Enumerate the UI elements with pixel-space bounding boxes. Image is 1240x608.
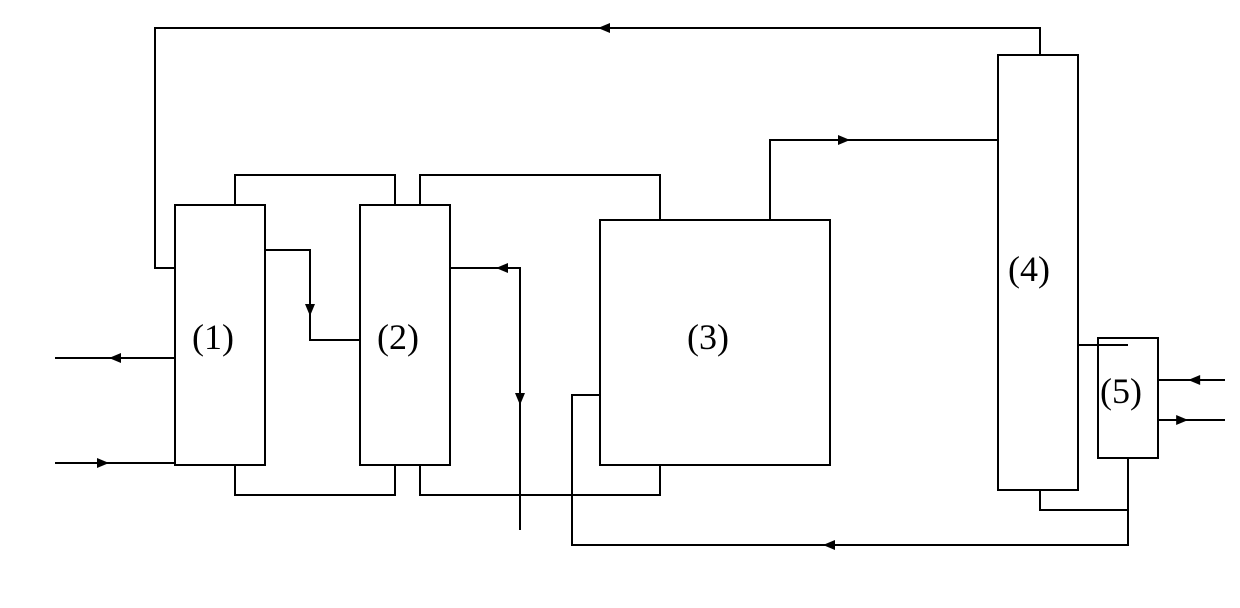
box-2-label: (2) — [377, 316, 419, 358]
box-3-label: (3) — [687, 316, 729, 358]
box-5-label: (5) — [1100, 370, 1142, 412]
flow-diagram — [0, 0, 1240, 608]
box-1-label: (1) — [192, 316, 234, 358]
box-4-label: (4) — [1008, 248, 1050, 290]
